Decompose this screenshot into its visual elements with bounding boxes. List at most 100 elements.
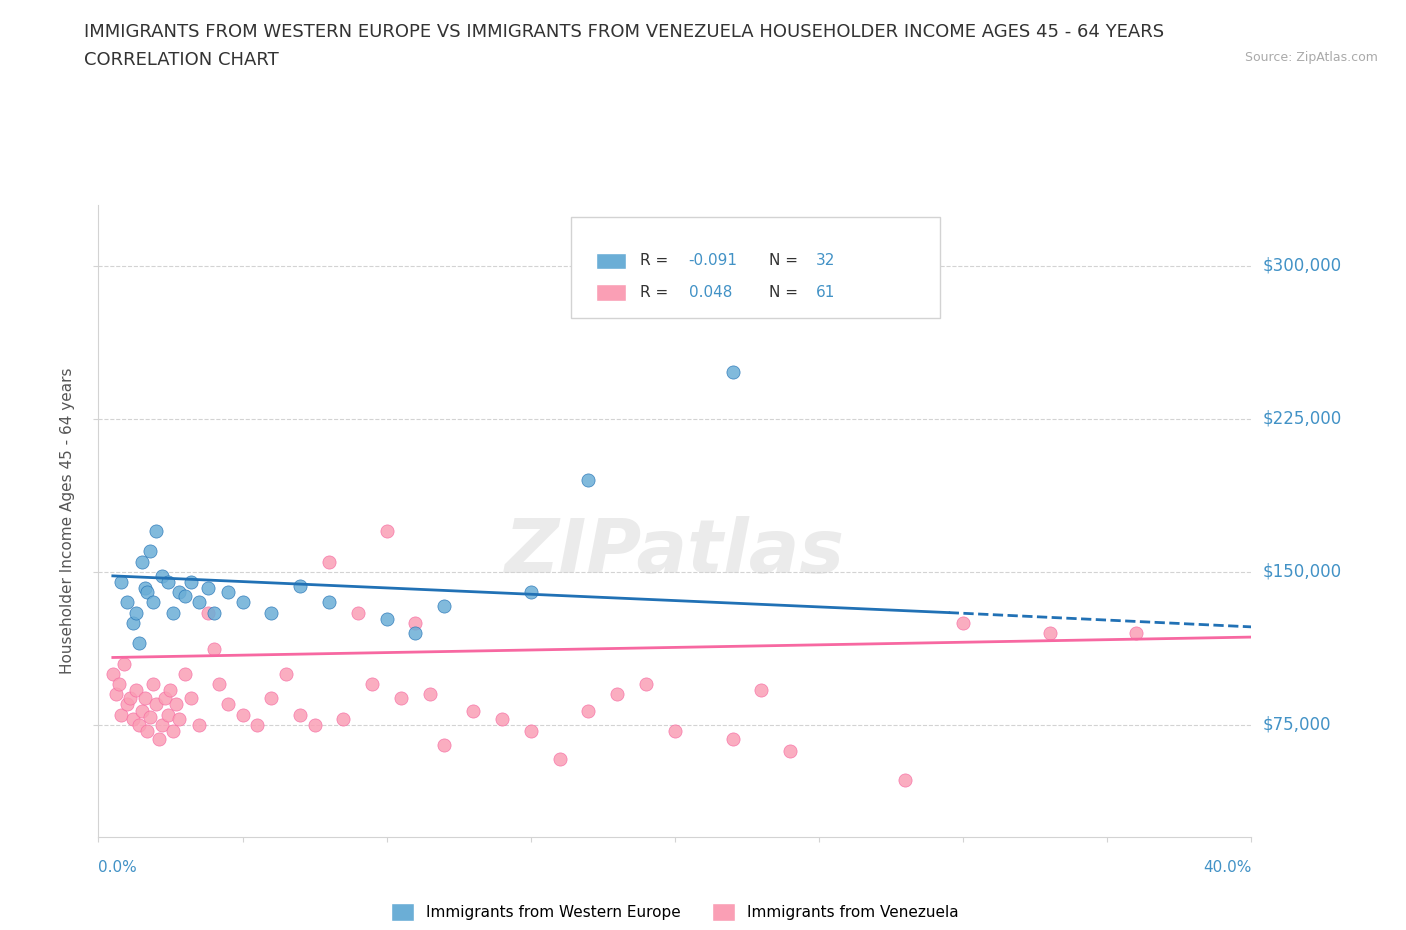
Point [260,691,283,706]
Point [246,717,269,732]
Point [405,626,427,641]
Text: 0.0%: 0.0% [98,860,138,875]
Point [952,616,974,631]
Point [866,299,889,314]
Point [139,544,162,559]
Point [375,524,398,538]
Text: R =: R = [640,286,673,300]
Point [606,686,628,701]
Point [274,667,297,682]
Point [664,724,686,738]
Point [202,642,225,657]
Point [167,585,190,600]
Point [156,707,179,722]
Point [136,585,159,600]
Point [433,599,456,614]
Point [290,578,312,593]
Point [260,605,283,620]
Text: -0.091: -0.091 [689,253,738,268]
Point [145,524,167,538]
Point [150,717,173,732]
Text: 61: 61 [815,286,835,300]
Point [136,724,159,738]
Point [520,724,543,738]
Point [145,697,167,711]
Point [134,691,156,706]
Point [1125,626,1147,641]
Text: Source: ZipAtlas.com: Source: ZipAtlas.com [1244,51,1378,64]
Point [165,697,187,711]
Point [128,717,150,732]
Point [721,732,744,747]
Point [461,703,484,718]
Point [491,711,513,726]
Y-axis label: Householder Income Ages 45 - 64 years: Householder Income Ages 45 - 64 years [60,367,75,674]
Point [142,595,165,610]
Point [117,697,138,711]
Point [131,703,153,718]
Point [110,707,132,722]
Point [110,575,132,590]
Point [180,691,202,706]
Point [197,580,219,595]
Point [318,595,340,610]
Point [290,707,312,722]
Point [361,676,384,691]
Point [174,589,197,604]
Point [751,683,773,698]
Point [779,744,801,759]
Point [217,585,239,600]
Text: IMMIGRANTS FROM WESTERN EUROPE VS IMMIGRANTS FROM VENEZUELA HOUSEHOLDER INCOME A: IMMIGRANTS FROM WESTERN EUROPE VS IMMIGR… [84,23,1164,41]
Point [188,717,211,732]
Text: R =: R = [640,253,673,268]
Point [419,686,441,701]
Point [150,568,173,583]
Point [231,707,254,722]
Point [332,711,354,726]
Point [894,773,917,788]
Text: $225,000: $225,000 [1263,410,1341,428]
Text: $75,000: $75,000 [1263,716,1331,734]
FancyBboxPatch shape [596,285,627,300]
Point [162,605,184,620]
Point [202,605,225,620]
Point [520,585,543,600]
Point [1038,626,1062,641]
Point [346,605,368,620]
Point [142,676,165,691]
Point [208,676,231,691]
Point [107,676,129,691]
Point [578,472,600,487]
Point [104,686,127,701]
Point [134,580,156,595]
Text: ZIPatlas: ZIPatlas [505,516,845,589]
Point [721,365,744,379]
Point [148,732,170,747]
Point [159,683,181,698]
Point [117,595,138,610]
Point [125,605,148,620]
Point [188,595,211,610]
Point [578,703,600,718]
Point [112,657,135,671]
Point [548,752,571,767]
Point [122,616,145,631]
Text: $150,000: $150,000 [1263,563,1341,581]
Point [180,575,202,590]
Point [101,667,124,682]
Point [304,717,326,732]
Text: 40.0%: 40.0% [1204,860,1251,875]
Point [433,737,456,752]
Text: CORRELATION CHART: CORRELATION CHART [84,51,280,69]
Point [139,710,162,724]
Point [174,667,197,682]
Text: N =: N = [769,286,803,300]
FancyBboxPatch shape [596,253,627,269]
Point [375,611,398,626]
Point [318,554,340,569]
Text: 0.048: 0.048 [689,286,733,300]
Point [162,724,184,738]
Legend: Immigrants from Western Europe, Immigrants from Venezuela: Immigrants from Western Europe, Immigran… [385,897,965,927]
Point [120,691,142,706]
Point [167,711,190,726]
